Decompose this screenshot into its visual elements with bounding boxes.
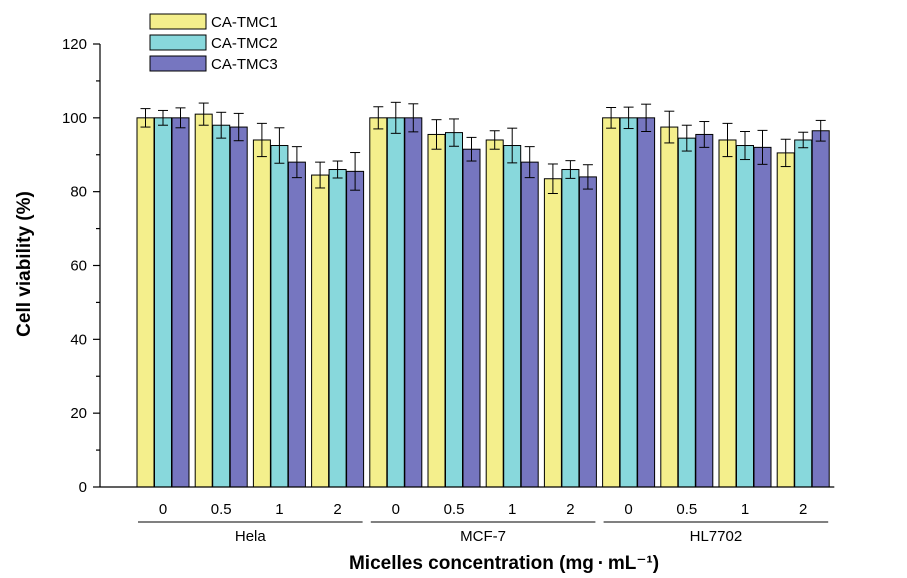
legend-swatch (149, 34, 207, 51)
bar (154, 117, 172, 488)
legend: CA-TMC1 CA-TMC2 CA-TMC3 (149, 13, 278, 73)
bar (776, 152, 795, 488)
x-tick-label: 1 (508, 501, 516, 518)
bar (561, 169, 580, 488)
group-label: HL7702 (690, 528, 743, 545)
bar (427, 133, 446, 488)
bar (637, 117, 656, 488)
x-tick-label: 1 (741, 501, 749, 518)
bar (543, 178, 562, 488)
bar (229, 126, 248, 488)
bar (328, 169, 347, 488)
bars (136, 113, 830, 488)
y-tick-label: 100 (62, 110, 87, 127)
bar (287, 161, 306, 488)
x-tick-label: 2 (799, 501, 807, 518)
bar (602, 117, 621, 488)
bar (485, 139, 504, 488)
bar (578, 176, 597, 488)
bar (619, 117, 638, 488)
bar (677, 137, 696, 488)
bar (718, 139, 737, 488)
x-tick-label: 0 (159, 501, 167, 518)
bar (404, 117, 423, 488)
bar (695, 133, 714, 488)
y-tick-label: 120 (62, 36, 87, 53)
legend-label: CA-TMC1 (211, 14, 278, 31)
x-tick-label: 2 (333, 501, 341, 518)
error-bars (140, 101, 826, 195)
x-tick-label: 0 (624, 501, 632, 518)
x-tick-label: 1 (275, 501, 283, 518)
x-tick-label: 0.5 (211, 501, 232, 518)
x-tick-label: 2 (566, 501, 574, 518)
bar (811, 130, 830, 488)
legend-swatch (149, 55, 207, 72)
y-tick-label: 0 (79, 479, 87, 496)
bar (136, 117, 155, 488)
bar (386, 117, 405, 488)
y-tick-label: 20 (70, 405, 87, 422)
bar (794, 139, 813, 488)
bar (520, 161, 539, 488)
bar (736, 145, 754, 488)
bar (753, 146, 772, 488)
bar (369, 117, 388, 488)
legend-label: CA-TMC3 (211, 56, 278, 73)
legend-swatch (149, 13, 207, 30)
bar (445, 132, 463, 488)
bar (270, 145, 289, 488)
legend-label: CA-TMC2 (211, 35, 278, 52)
bar (311, 174, 330, 488)
y-axis-title: Cell viability (%) (14, 191, 35, 337)
y-axis: 0 20 40 60 80 100 120 (62, 36, 101, 496)
group-label: MCF-7 (460, 528, 506, 545)
x-tick-label: 0.5 (444, 501, 465, 518)
x-tick-label: 0 (392, 501, 400, 518)
x-axis: 0 0.5 1 2 Hela 0 0.5 1 2 MCF-7 0 0.5 1 2 HL7702 (100, 486, 835, 545)
group-label: Hela (235, 528, 267, 545)
x-tick-label: 0.5 (676, 501, 697, 518)
bar (346, 170, 365, 488)
bar (503, 145, 522, 488)
y-tick-label: 80 (70, 184, 87, 201)
bar (462, 148, 481, 488)
bar (660, 126, 679, 488)
y-tick-label: 60 (70, 258, 87, 275)
bar (212, 124, 231, 488)
x-axis-title: Micelles concentration (mg · mL⁻¹) (349, 553, 659, 574)
bar (194, 113, 213, 488)
bar (171, 117, 190, 488)
y-tick-label: 40 (70, 331, 87, 348)
bar (252, 139, 271, 488)
